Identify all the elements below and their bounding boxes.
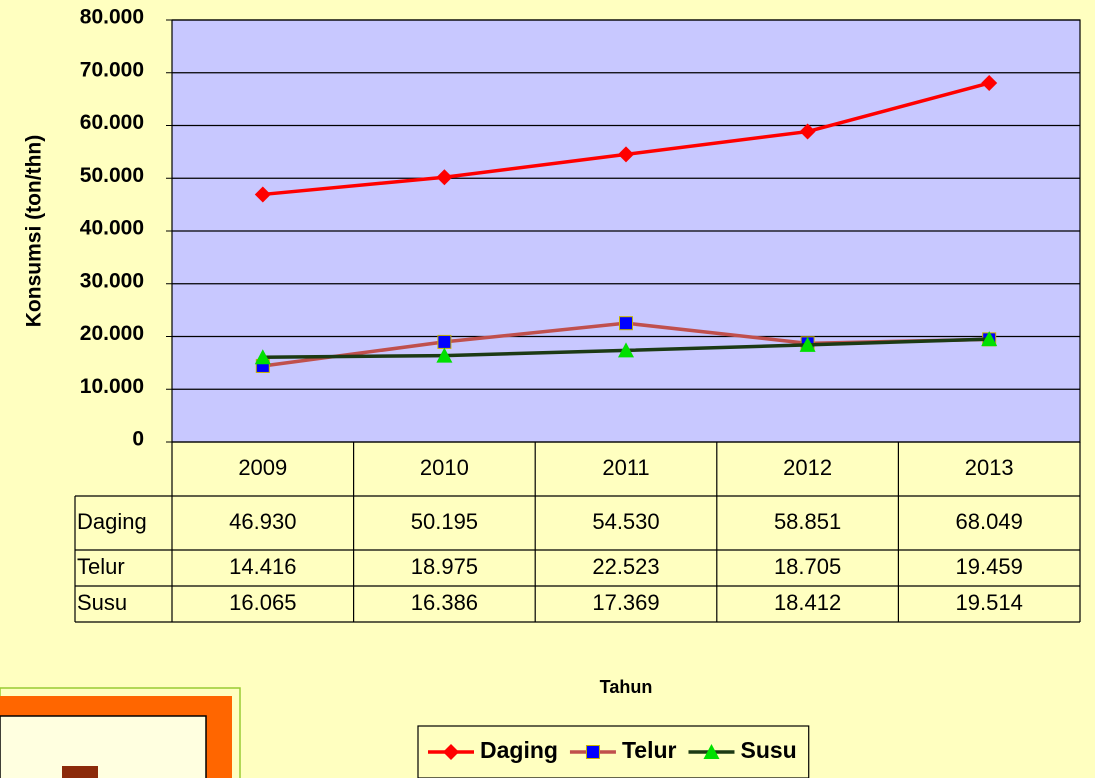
table-value: 46.930 <box>229 509 296 534</box>
table-value: 17.369 <box>592 590 659 615</box>
x-tick-label: 2011 <box>602 455 649 480</box>
frame-box <box>62 766 98 778</box>
table-value: 19.514 <box>956 590 1023 615</box>
marker <box>586 746 599 759</box>
y-tick-label: 40.000 <box>80 217 144 240</box>
chart: Konsumsi (ton/thn) Tahun 0 10.000 20.000 30… <box>0 0 1095 778</box>
x-tick-label: 2009 <box>238 455 287 480</box>
table-value: 18.705 <box>774 554 841 579</box>
table-value: 16.065 <box>229 590 296 615</box>
y-tick-label: 30.000 <box>80 269 144 292</box>
table-value: 58.851 <box>774 509 841 534</box>
table-value: 14.416 <box>229 554 296 579</box>
table-row-label: Telur <box>77 554 125 579</box>
y-tick-label: 0 <box>132 428 144 451</box>
table-row-label: Daging <box>77 509 147 534</box>
table-value: 50.195 <box>411 509 478 534</box>
table-value: 18.975 <box>411 554 478 579</box>
y-tick-label: 50.000 <box>80 164 144 187</box>
y-axis-title: Konsumsi (ton/thn) <box>23 135 46 327</box>
x-tick-label: 2012 <box>783 455 832 480</box>
table-value: 18.412 <box>774 590 841 615</box>
table-value: 16.386 <box>411 590 478 615</box>
legend-label: Susu <box>740 737 796 763</box>
table-value: 19.459 <box>956 554 1023 579</box>
y-tick-label: 70.000 <box>80 58 144 81</box>
x-tick-label: 2013 <box>965 455 1014 480</box>
y-tick-label: 80.000 <box>80 6 144 29</box>
legend-label: Telur <box>622 737 677 763</box>
table-value: 68.049 <box>956 509 1023 534</box>
frame-inner <box>0 716 206 778</box>
y-tick-label: 10.000 <box>80 375 144 398</box>
marker <box>620 317 633 330</box>
y-tick-label: 60.000 <box>80 111 144 134</box>
legend: Daging Telur Susu <box>418 726 809 778</box>
x-axis-title: Tahun <box>600 677 653 697</box>
table-value: 22.523 <box>592 554 659 579</box>
table-value: 54.530 <box>592 509 659 534</box>
legend-label: Daging <box>480 737 558 763</box>
x-tick-label: 2010 <box>420 455 469 480</box>
marker <box>438 335 451 348</box>
y-tick-label: 20.000 <box>80 322 144 345</box>
table-row-label: Susu <box>77 590 127 615</box>
